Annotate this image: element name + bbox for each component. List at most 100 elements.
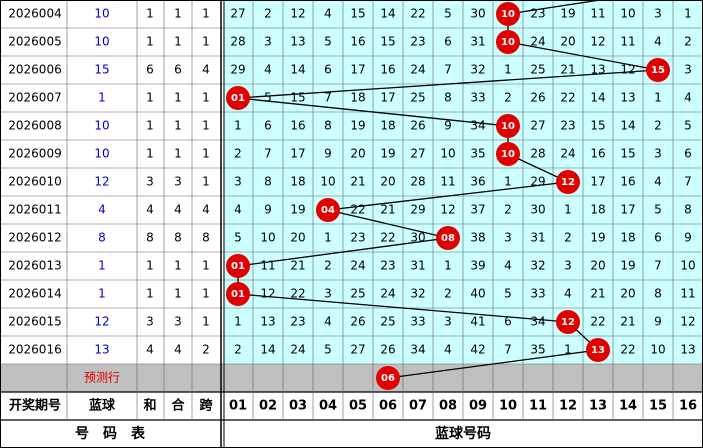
omission: 27: [350, 343, 365, 357]
omission: 2: [654, 119, 662, 133]
ball-number: 10: [501, 37, 515, 48]
ball-number: 08: [441, 233, 455, 244]
omission: 11: [260, 259, 275, 273]
omission: 25: [410, 91, 425, 105]
omission: 1: [444, 259, 452, 273]
omission: 1: [504, 175, 512, 189]
omission: 7: [324, 91, 332, 105]
omission: 4: [444, 343, 452, 357]
omission: 2: [684, 35, 692, 49]
period: 2026014: [8, 287, 61, 301]
omission: 36: [470, 175, 485, 189]
span: 1: [202, 315, 210, 329]
omission: 16: [620, 175, 635, 189]
ball-number: 10: [501, 9, 515, 20]
header-cell: 12: [559, 399, 577, 414]
omission: 1: [564, 343, 572, 357]
ball-number: 12: [561, 177, 575, 188]
omission: 3: [564, 259, 572, 273]
header-cell: 14: [619, 399, 637, 414]
omission: 3: [234, 175, 242, 189]
omission: 3: [654, 7, 662, 21]
omission: 9: [264, 203, 272, 217]
omission: 33: [470, 91, 485, 105]
ball: [226, 254, 250, 278]
omission: 11: [620, 35, 635, 49]
sum: 4: [146, 343, 154, 357]
he: 1: [174, 259, 182, 273]
period: 2026009: [8, 147, 61, 161]
omission: 14: [620, 119, 635, 133]
omission: 12: [620, 63, 635, 77]
omission: 28: [410, 175, 425, 189]
sum: 1: [146, 259, 154, 273]
omission: 10: [620, 7, 635, 21]
omission: 26: [410, 119, 425, 133]
omission: 40: [470, 287, 485, 301]
omission: 22: [560, 91, 575, 105]
omission: 14: [590, 91, 605, 105]
blue-ball: 12: [94, 175, 109, 189]
blue-ball: 1: [98, 259, 106, 273]
omission: 11: [680, 287, 695, 301]
blue-ball: 1: [98, 287, 106, 301]
omission: 6: [444, 35, 452, 49]
omission: 32: [410, 287, 425, 301]
omission: 34: [530, 315, 545, 329]
header-cell: 08: [439, 399, 457, 414]
ball-number: 13: [591, 345, 605, 356]
omission: 10: [650, 343, 665, 357]
omission: 1: [654, 91, 662, 105]
sum: 1: [146, 35, 154, 49]
omission: 31: [470, 35, 485, 49]
omission: 4: [504, 259, 512, 273]
omission: 23: [410, 35, 425, 49]
he: 1: [174, 35, 182, 49]
omission: 19: [560, 7, 575, 21]
omission: 5: [324, 35, 332, 49]
omission: 3: [504, 231, 512, 245]
prediction-bg: [0, 364, 703, 392]
period: 2026007: [8, 91, 61, 105]
omission: 18: [590, 203, 605, 217]
omission: 15: [290, 91, 305, 105]
omission: 6: [324, 63, 332, 77]
omission: 4: [324, 315, 332, 329]
blue-ball: 10: [94, 35, 109, 49]
sum: 8: [146, 231, 154, 245]
omission: 10: [440, 147, 455, 161]
omission: 12: [680, 315, 695, 329]
omission: 19: [620, 259, 635, 273]
omission: 5: [324, 343, 332, 357]
ball: [226, 86, 250, 110]
omission: 22: [380, 231, 395, 245]
omission: 16: [290, 119, 305, 133]
header-cell: 开奖期号: [9, 398, 61, 414]
omission: 26: [350, 315, 365, 329]
omission: 9: [444, 119, 452, 133]
omission: 20: [290, 231, 305, 245]
header-cell: 02: [259, 399, 277, 414]
omission: 7: [684, 175, 692, 189]
omission: 24: [560, 147, 575, 161]
ball-number: 10: [501, 149, 515, 160]
omission: 38: [470, 231, 485, 245]
span: 1: [202, 287, 210, 301]
period: 2026005: [8, 35, 61, 49]
omission: 5: [444, 7, 452, 21]
omission: 14: [380, 7, 395, 21]
omission: 39: [470, 259, 485, 273]
omission: 18: [290, 175, 305, 189]
span: 1: [202, 175, 210, 189]
omission: 15: [380, 35, 395, 49]
omission: 1: [504, 63, 512, 77]
period: 2026016: [8, 343, 61, 357]
omission: 35: [470, 147, 485, 161]
omission: 23: [350, 231, 365, 245]
omission: 9: [324, 147, 332, 161]
omission: 20: [560, 35, 575, 49]
period: 2026012: [8, 231, 61, 245]
omission: 30: [470, 7, 485, 21]
span: 1: [202, 7, 210, 21]
